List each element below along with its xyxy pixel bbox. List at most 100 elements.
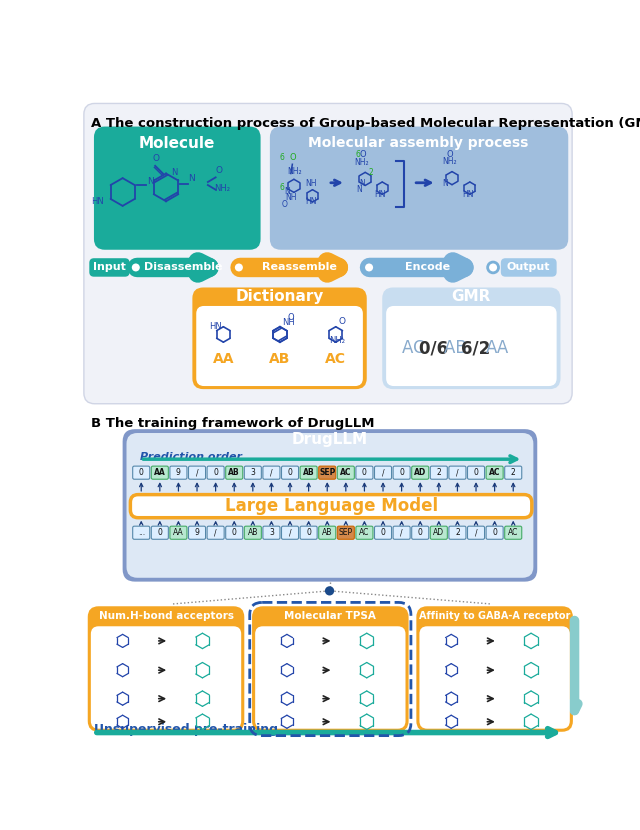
FancyBboxPatch shape bbox=[244, 526, 261, 540]
Text: AA: AA bbox=[154, 468, 166, 477]
FancyBboxPatch shape bbox=[151, 466, 168, 479]
FancyBboxPatch shape bbox=[430, 466, 447, 479]
FancyBboxPatch shape bbox=[151, 526, 168, 540]
Text: /: / bbox=[214, 528, 217, 537]
Text: AA: AA bbox=[486, 339, 509, 357]
Text: NH₂: NH₂ bbox=[330, 336, 346, 345]
FancyBboxPatch shape bbox=[90, 258, 129, 276]
Text: 0: 0 bbox=[381, 528, 385, 537]
Text: AB: AB bbox=[322, 528, 332, 537]
Text: Dictionary: Dictionary bbox=[236, 289, 324, 305]
Text: AB: AB bbox=[444, 339, 472, 357]
Text: 6: 6 bbox=[356, 149, 361, 159]
FancyBboxPatch shape bbox=[467, 526, 484, 540]
Text: NH₂: NH₂ bbox=[287, 167, 301, 175]
Text: AC: AC bbox=[489, 468, 500, 477]
Text: AA: AA bbox=[173, 528, 184, 537]
FancyBboxPatch shape bbox=[505, 526, 522, 540]
FancyBboxPatch shape bbox=[263, 466, 280, 479]
Circle shape bbox=[325, 586, 334, 595]
FancyBboxPatch shape bbox=[393, 466, 410, 479]
Text: 6/2: 6/2 bbox=[461, 339, 496, 357]
Text: /: / bbox=[475, 528, 477, 537]
FancyBboxPatch shape bbox=[252, 606, 408, 732]
FancyBboxPatch shape bbox=[486, 526, 503, 540]
Text: 2: 2 bbox=[455, 528, 460, 537]
FancyBboxPatch shape bbox=[193, 287, 367, 389]
FancyBboxPatch shape bbox=[430, 526, 447, 540]
FancyBboxPatch shape bbox=[501, 258, 557, 276]
Text: 0: 0 bbox=[232, 528, 237, 537]
FancyBboxPatch shape bbox=[189, 526, 205, 540]
FancyBboxPatch shape bbox=[374, 526, 392, 540]
Text: AB: AB bbox=[269, 352, 291, 366]
Text: 0: 0 bbox=[418, 528, 422, 537]
Text: 9: 9 bbox=[195, 528, 200, 537]
Text: 6: 6 bbox=[280, 183, 285, 193]
Text: O: O bbox=[447, 150, 453, 159]
FancyBboxPatch shape bbox=[393, 526, 410, 540]
FancyBboxPatch shape bbox=[319, 526, 336, 540]
Text: NH₂: NH₂ bbox=[355, 158, 369, 167]
Text: 0: 0 bbox=[139, 468, 143, 477]
Text: N: N bbox=[285, 187, 291, 196]
Text: AB: AB bbox=[303, 468, 314, 477]
FancyBboxPatch shape bbox=[356, 466, 373, 479]
Text: B The training framework of DrugLLM: B The training framework of DrugLLM bbox=[91, 417, 374, 430]
Text: HN: HN bbox=[462, 189, 474, 198]
FancyBboxPatch shape bbox=[467, 466, 484, 479]
Text: N: N bbox=[147, 177, 154, 186]
FancyBboxPatch shape bbox=[189, 466, 205, 479]
FancyBboxPatch shape bbox=[132, 466, 150, 479]
Text: 0/6: 0/6 bbox=[419, 339, 454, 357]
Text: /: / bbox=[289, 528, 291, 537]
Text: NH: NH bbox=[285, 193, 297, 203]
Text: Large Language Model: Large Language Model bbox=[225, 497, 438, 515]
Text: O: O bbox=[289, 153, 296, 162]
Text: Encode: Encode bbox=[404, 262, 450, 272]
Text: O: O bbox=[288, 313, 294, 322]
Text: HN: HN bbox=[209, 322, 222, 331]
Text: HN: HN bbox=[374, 189, 386, 198]
Text: 3: 3 bbox=[250, 468, 255, 477]
FancyBboxPatch shape bbox=[505, 466, 522, 479]
FancyBboxPatch shape bbox=[417, 606, 573, 732]
Text: AC: AC bbox=[508, 528, 518, 537]
Text: O: O bbox=[282, 200, 287, 208]
Circle shape bbox=[131, 262, 141, 273]
Text: Output: Output bbox=[507, 262, 550, 272]
Text: O: O bbox=[152, 154, 159, 164]
Text: 2: 2 bbox=[511, 468, 516, 477]
Text: Disassemble: Disassemble bbox=[144, 262, 222, 272]
Text: 0: 0 bbox=[306, 528, 311, 537]
Text: Molecule: Molecule bbox=[139, 136, 215, 151]
FancyBboxPatch shape bbox=[127, 433, 533, 578]
Text: 0: 0 bbox=[474, 468, 479, 477]
Circle shape bbox=[488, 262, 499, 273]
Text: AA: AA bbox=[212, 352, 234, 366]
Text: /: / bbox=[270, 468, 273, 477]
FancyBboxPatch shape bbox=[131, 495, 532, 518]
Text: AB: AB bbox=[248, 528, 258, 537]
Text: N: N bbox=[356, 185, 362, 194]
Text: 3: 3 bbox=[269, 528, 274, 537]
FancyBboxPatch shape bbox=[263, 526, 280, 540]
Text: 2: 2 bbox=[436, 468, 441, 477]
Text: 0: 0 bbox=[399, 468, 404, 477]
Text: 0: 0 bbox=[157, 528, 163, 537]
FancyBboxPatch shape bbox=[207, 466, 224, 479]
Text: Molecular assembly process: Molecular assembly process bbox=[308, 136, 529, 149]
FancyBboxPatch shape bbox=[337, 466, 355, 479]
Text: /: / bbox=[456, 468, 459, 477]
FancyBboxPatch shape bbox=[94, 126, 260, 250]
FancyBboxPatch shape bbox=[382, 287, 561, 389]
Text: O: O bbox=[359, 150, 365, 159]
FancyBboxPatch shape bbox=[449, 466, 466, 479]
Text: HN: HN bbox=[305, 198, 316, 207]
Text: NH: NH bbox=[305, 178, 317, 188]
Text: Molecular TPSA: Molecular TPSA bbox=[284, 611, 376, 622]
Text: N: N bbox=[359, 178, 365, 188]
Text: 0: 0 bbox=[287, 468, 292, 477]
Text: Unsupervised pre-training: Unsupervised pre-training bbox=[94, 723, 278, 735]
Text: N: N bbox=[189, 174, 195, 183]
